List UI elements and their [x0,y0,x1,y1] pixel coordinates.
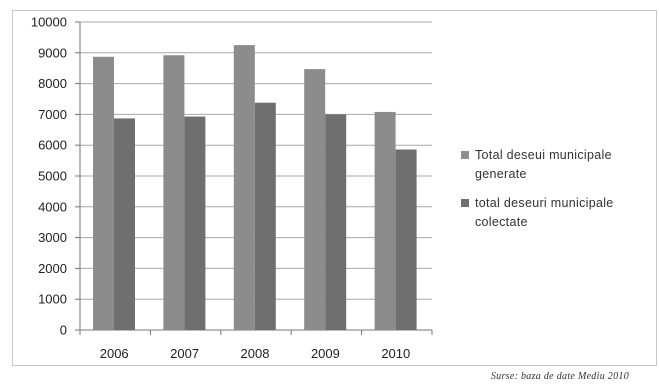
bar-colectate-2008 [254,102,276,330]
bar-colectate-2009 [325,114,347,331]
bar-generate-2007 [163,55,185,330]
x-tick-label: 2009 [311,346,340,361]
bar-generate-2009 [304,69,326,331]
bar-colectate-2010 [395,149,417,330]
x-tick-label: 2007 [170,346,199,361]
bar-generate-2006 [93,56,114,330]
legend-label: colectate [475,215,528,229]
y-tick-label: 7000 [38,107,67,122]
legend-swatch [461,151,469,159]
y-tick-label: 9000 [38,45,67,60]
y-tick-label: 4000 [38,199,67,214]
source-note: Surse: baza de date Mediu 2010 [490,371,629,382]
legend-swatch [461,199,469,207]
y-tick-label: 8000 [38,76,67,91]
bar-generate-2010 [374,111,396,330]
y-tick-label: 5000 [38,169,67,184]
legend-label: total deseuri municipale [475,196,614,210]
x-tick-label: 2008 [241,346,270,361]
y-tick-label: 2000 [38,261,67,276]
bar-colectate-2007 [184,116,206,330]
legend-label: Total deseui municipale [475,148,612,162]
bar-colectate-2006 [114,118,135,331]
y-tick-label: 3000 [38,230,67,245]
y-tick-label: 6000 [38,138,67,153]
legend-label: generate [475,167,527,181]
y-tick-label: 1000 [38,292,67,307]
bar-generate-2008 [233,45,255,330]
y-tick-label: 10000 [31,15,67,30]
y-tick-label: 0 [60,323,67,338]
x-tick-label: 2006 [100,346,129,361]
x-tick-label: 2010 [381,346,410,361]
